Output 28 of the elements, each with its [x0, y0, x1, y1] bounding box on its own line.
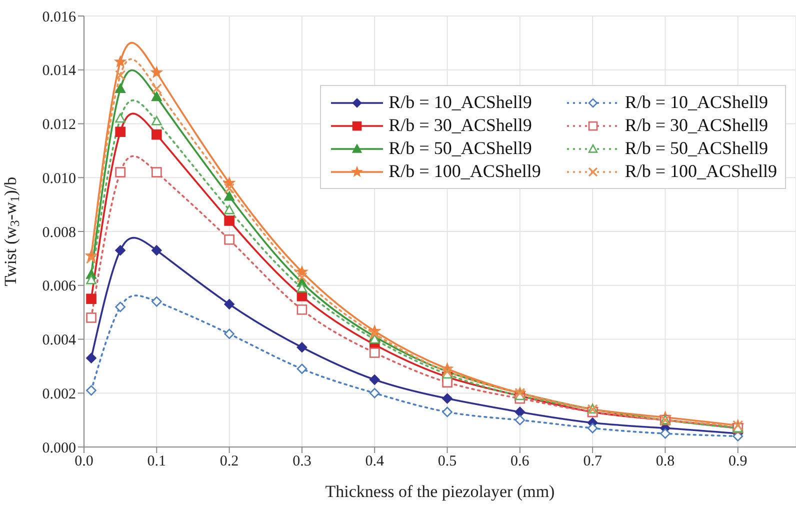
legend-label: R/b = 30_ACShell9: [388, 115, 532, 136]
legend-label: R/b = 50_ACShell9: [388, 138, 532, 159]
legend-label: R/b = 10_ACShell9: [624, 92, 768, 113]
x-tick-label: 0.2: [220, 454, 239, 470]
x-tick-label: 0.3: [292, 454, 312, 470]
x-tick-label: 0.4: [365, 454, 384, 470]
y-tick-label: 0.014: [42, 63, 76, 80]
x-tick-label: 0.5: [438, 454, 457, 470]
legend-label: R/b = 30_ACShell9: [624, 115, 768, 136]
legend-label: R/b = 10_ACShell9: [388, 92, 532, 113]
y-tick-label: 0.006: [42, 278, 76, 295]
legend-label: R/b = 100_ACShell9: [624, 161, 777, 182]
x-tick-label: 0.9: [728, 454, 748, 470]
x-tick-label: 0.6: [510, 454, 530, 470]
y-tick-label: 0.004: [42, 332, 76, 349]
legend-label: R/b = 100_ACShell9: [388, 161, 541, 182]
y-tick-label: 0.010: [42, 170, 76, 187]
y-tick-label: 0.000: [42, 440, 76, 456]
legend-label: R/b = 50_ACShell9: [624, 138, 768, 159]
x-axis-title: Thickness of the piezolayer (mm): [325, 482, 555, 501]
x-tick-label: 0.8: [656, 454, 675, 470]
y-tick-label: 0.002: [42, 386, 76, 402]
x-tick-label: 0.0: [74, 454, 94, 470]
y-tick-label: 0.016: [42, 9, 76, 26]
x-tick-label: 0.1: [147, 454, 166, 470]
y-tick-label: 0.012: [42, 117, 76, 134]
y-tick-label: 0.008: [42, 224, 76, 241]
x-tick-label: 0.7: [583, 454, 602, 470]
